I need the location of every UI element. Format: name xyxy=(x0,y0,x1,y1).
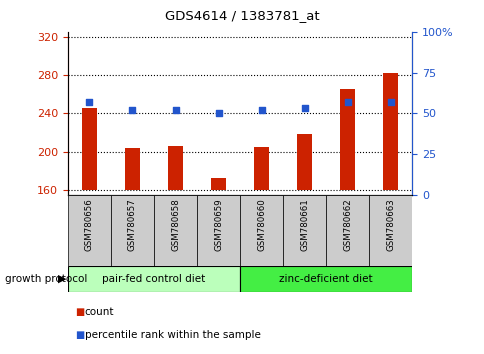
Point xyxy=(171,107,179,113)
Bar xyxy=(240,266,411,292)
Bar xyxy=(297,135,312,190)
Bar xyxy=(368,195,411,266)
Text: percentile rank within the sample: percentile rank within the sample xyxy=(85,330,260,339)
Bar xyxy=(382,73,397,190)
Bar xyxy=(125,148,140,190)
Point xyxy=(85,99,93,105)
Bar xyxy=(68,266,240,292)
Point xyxy=(300,105,308,111)
Point xyxy=(128,107,136,113)
Bar xyxy=(111,195,153,266)
Text: count: count xyxy=(85,307,114,316)
Text: pair-fed control diet: pair-fed control diet xyxy=(102,274,205,284)
Point xyxy=(214,110,222,116)
Bar xyxy=(325,195,368,266)
Bar xyxy=(254,147,269,190)
Bar xyxy=(167,146,182,190)
Text: GSM780660: GSM780660 xyxy=(257,198,266,251)
Bar xyxy=(240,195,283,266)
Point xyxy=(257,107,265,113)
Text: GSM780656: GSM780656 xyxy=(85,198,94,251)
Text: GSM780659: GSM780659 xyxy=(213,198,223,251)
Text: growth protocol: growth protocol xyxy=(5,274,87,284)
Bar xyxy=(68,195,111,266)
Text: zinc-deficient diet: zinc-deficient diet xyxy=(279,274,372,284)
Bar xyxy=(211,178,226,190)
Bar xyxy=(283,195,325,266)
Text: GSM780658: GSM780658 xyxy=(171,198,180,251)
Text: GSM780662: GSM780662 xyxy=(343,198,351,251)
Text: ▶: ▶ xyxy=(58,274,66,284)
Bar xyxy=(82,108,97,190)
Point xyxy=(343,99,351,105)
Bar xyxy=(339,89,354,190)
Text: GDS4614 / 1383781_at: GDS4614 / 1383781_at xyxy=(165,9,319,22)
Bar xyxy=(153,195,197,266)
Text: ■: ■ xyxy=(75,307,84,316)
Text: GSM780663: GSM780663 xyxy=(385,198,394,251)
Bar xyxy=(197,195,240,266)
Text: ■: ■ xyxy=(75,330,84,339)
Text: GSM780661: GSM780661 xyxy=(300,198,308,251)
Text: GSM780657: GSM780657 xyxy=(128,198,136,251)
Point xyxy=(386,99,394,105)
